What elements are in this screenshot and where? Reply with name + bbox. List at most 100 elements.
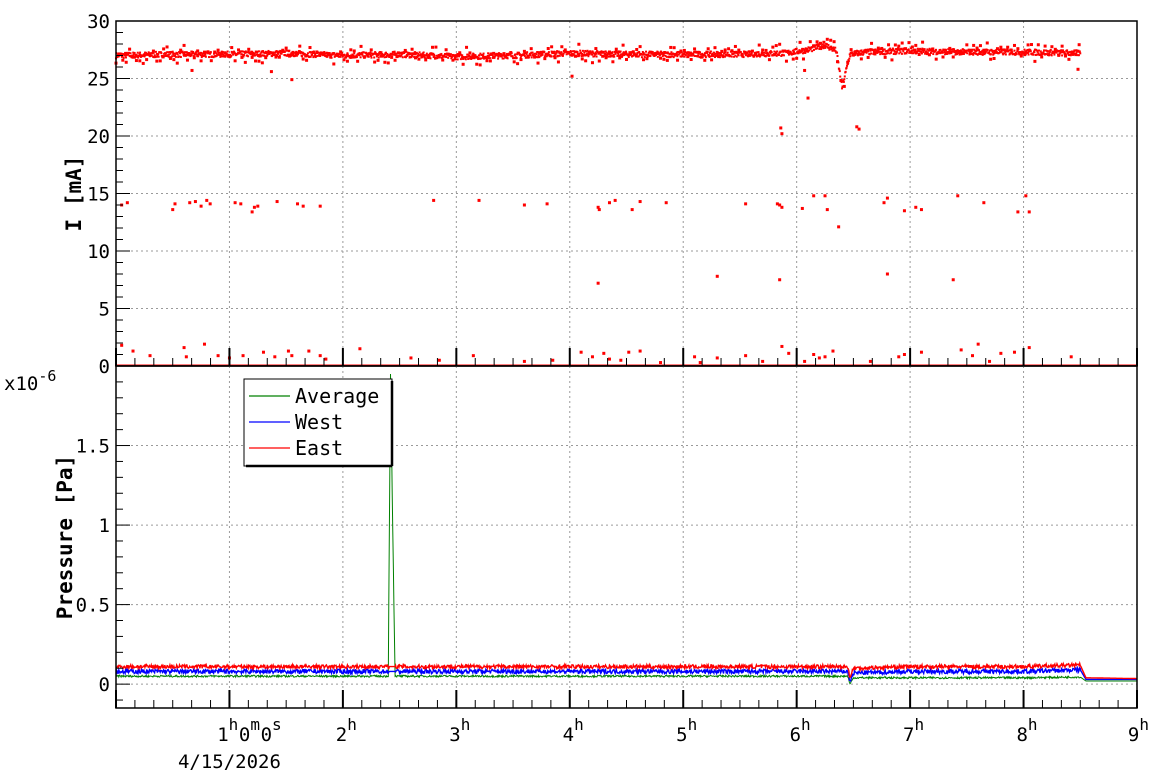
- current-band-point: [245, 51, 248, 54]
- current-band-point: [415, 51, 418, 54]
- current-band-point: [275, 50, 278, 53]
- current-band-point: [867, 48, 870, 51]
- current-band-point: [757, 54, 760, 57]
- current-band-point: [132, 51, 135, 54]
- current-noise-point: [264, 56, 268, 60]
- current-band-point: [637, 55, 640, 58]
- current-band-point: [824, 46, 827, 49]
- current-noise-point: [141, 61, 145, 65]
- current-noise-point: [410, 47, 414, 51]
- current-band-point: [251, 50, 254, 53]
- current-band-point: [915, 51, 918, 54]
- current-band-point: [621, 54, 624, 57]
- current-noise-point: [621, 43, 625, 47]
- current-noise-point: [366, 52, 370, 56]
- current-band-point: [260, 51, 263, 54]
- current-band-point: [166, 54, 169, 57]
- current-band-point: [1004, 51, 1007, 54]
- current-band-point: [471, 54, 474, 57]
- current-noise-point: [948, 46, 952, 50]
- current-band-point: [970, 52, 973, 55]
- current-outlier-point: [988, 359, 992, 363]
- current-band-point: [694, 55, 697, 58]
- current-band-point: [886, 50, 889, 53]
- current-noise-point: [352, 49, 356, 53]
- current-noise-point: [607, 50, 611, 54]
- current-outlier-point: [590, 355, 594, 359]
- current-band-point: [867, 50, 870, 53]
- current-noise-point: [856, 52, 860, 56]
- current-outlier-point: [1027, 346, 1031, 350]
- current-noise-point: [931, 47, 935, 51]
- current-band-point: [821, 46, 824, 49]
- current-band-point: [164, 53, 167, 56]
- current-noise-point: [349, 48, 353, 52]
- current-band-point: [1037, 52, 1040, 55]
- current-band-point: [346, 53, 349, 56]
- current-outlier-point: [837, 225, 841, 229]
- current-band-point: [417, 52, 420, 55]
- current-outlier-point: [188, 201, 192, 205]
- current-outlier-point: [252, 205, 256, 209]
- current-band-point: [369, 53, 372, 56]
- current-outlier-point: [780, 344, 784, 348]
- top-y-tick-label: 0: [99, 356, 110, 378]
- current-noise-point: [597, 59, 601, 63]
- current-band-point: [219, 54, 222, 57]
- current-noise-point: [230, 46, 234, 50]
- current-outlier-point: [290, 78, 294, 82]
- current-noise-point: [798, 40, 802, 44]
- current-band-point: [551, 51, 554, 54]
- current-band-point: [576, 55, 579, 58]
- current-band-point: [557, 50, 560, 53]
- current-band-point: [661, 55, 664, 58]
- current-noise-point: [774, 44, 778, 48]
- current-noise-point: [638, 45, 642, 49]
- current-band-point: [353, 52, 356, 55]
- current-noise-point: [461, 62, 465, 66]
- current-noise-point: [808, 40, 812, 44]
- current-band-point: [653, 55, 656, 58]
- current-band-point: [843, 75, 846, 78]
- current-band-point: [787, 51, 790, 54]
- current-noise-point: [686, 55, 690, 59]
- current-band-point: [667, 52, 670, 55]
- current-band-point: [311, 53, 314, 56]
- current-band-point: [817, 44, 820, 47]
- current-band-point: [776, 50, 779, 53]
- current-noise-point: [390, 55, 394, 59]
- current-outlier-point: [216, 354, 220, 358]
- current-band-point: [317, 51, 320, 54]
- current-noise-point: [573, 54, 577, 58]
- current-band-point: [604, 53, 607, 56]
- current-band-point: [217, 53, 220, 56]
- current-band-point: [733, 55, 736, 58]
- current-band-point: [830, 45, 833, 48]
- current-band-point: [491, 53, 494, 56]
- current-band-point: [840, 80, 843, 83]
- current-band-point: [497, 57, 500, 60]
- current-noise-point: [383, 60, 387, 64]
- current-band-point: [519, 53, 522, 56]
- current-band-point: [811, 50, 814, 53]
- current-band-point: [288, 49, 291, 52]
- current-band-point: [640, 56, 643, 59]
- current-noise-point: [951, 55, 955, 59]
- top-y-tick-label: 5: [99, 299, 110, 321]
- current-band-point: [443, 54, 446, 57]
- current-noise-point: [519, 58, 523, 62]
- current-outlier-point: [659, 361, 663, 365]
- current-band-point: [338, 52, 341, 55]
- current-band-point: [306, 52, 309, 55]
- current-band-point: [541, 53, 544, 56]
- current-band-point: [671, 55, 674, 58]
- current-outlier-point: [823, 355, 827, 359]
- current-band-point: [547, 51, 550, 54]
- current-band-point: [730, 55, 733, 58]
- current-band-point: [572, 53, 575, 56]
- current-band-point: [916, 50, 919, 53]
- current-noise-point: [730, 49, 734, 53]
- current-band-point: [584, 49, 587, 52]
- current-band-point: [758, 53, 761, 56]
- current-band-point: [328, 52, 331, 55]
